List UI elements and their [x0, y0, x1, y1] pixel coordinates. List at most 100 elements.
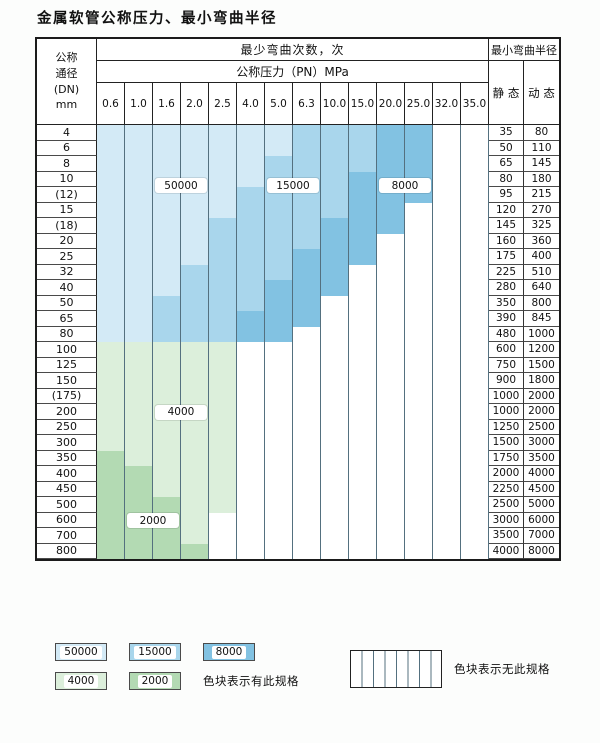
- static-radius-value: 160: [489, 233, 524, 249]
- chart-cell: [349, 140, 377, 156]
- dn-value: 20: [37, 233, 97, 249]
- chart-cell: [377, 280, 405, 296]
- chart-cell: [237, 388, 265, 404]
- chart-cell: [209, 528, 237, 544]
- chart-cell: [349, 342, 377, 358]
- chart-cell: [293, 280, 321, 296]
- chart-cell: [293, 450, 321, 466]
- chart-cell: [209, 125, 237, 141]
- chart-cell: [377, 295, 405, 311]
- dynamic-radius-value: 2000: [524, 404, 559, 420]
- chart-cell: [237, 125, 265, 141]
- chart-cell: [293, 481, 321, 497]
- chart-cell: [265, 373, 293, 389]
- legend-row-available-green: 4000 2000 色块表示有此规格: [55, 672, 299, 690]
- pressure-tick-1.0: 1.0: [125, 83, 153, 125]
- chart-cell: [265, 466, 293, 482]
- dynamic-radius-value: 1500: [524, 357, 559, 373]
- chart-cell: [237, 187, 265, 203]
- chart-cell: [433, 125, 461, 141]
- dn-header-line: mm: [55, 98, 78, 112]
- chart-cell: [153, 311, 181, 327]
- chart-cell: [405, 404, 433, 420]
- chart-cell: [153, 373, 181, 389]
- dynamic-radius-value: 80: [524, 125, 559, 141]
- chart-cell: [405, 481, 433, 497]
- chart-cell: [461, 497, 489, 513]
- chart-cell: [97, 419, 125, 435]
- chart-cell: [125, 357, 153, 373]
- chart-cell: [125, 140, 153, 156]
- chart-cell: [181, 326, 209, 342]
- chart-cell: [349, 202, 377, 218]
- chart-cell: [209, 419, 237, 435]
- dynamic-radius-value: 6000: [524, 512, 559, 528]
- chart-cell: [97, 171, 125, 187]
- static-radius-value: 2500: [489, 497, 524, 513]
- chart-cell: [461, 125, 489, 141]
- static-radius-value: 350: [489, 295, 524, 311]
- chart-cell: [293, 249, 321, 265]
- chart-cell: [237, 528, 265, 544]
- chart-cell: [405, 156, 433, 172]
- chart-cell: [125, 280, 153, 296]
- chart-cell: [209, 481, 237, 497]
- dynamic-radius-value: 360: [524, 233, 559, 249]
- chart-cell: [125, 342, 153, 358]
- chart-cell: [405, 466, 433, 482]
- chart-cell: [377, 528, 405, 544]
- chart-cell: [433, 326, 461, 342]
- chart-cell: [125, 450, 153, 466]
- table-header: 公称 通径 (DN) mm 最少弯曲次数，次 最小弯曲半径 公称压力（PN）MP…: [37, 39, 559, 125]
- dn-value: 350: [37, 450, 97, 466]
- chart-cell: [265, 125, 293, 141]
- chart-cell: [461, 357, 489, 373]
- dn-value: 300: [37, 435, 97, 451]
- dn-value: 10: [37, 171, 97, 187]
- chart-cell: [265, 450, 293, 466]
- chart-cell: [377, 450, 405, 466]
- chart-cell: [265, 435, 293, 451]
- chart-cell: [321, 249, 349, 265]
- legend-swatch-8000: 8000: [203, 643, 255, 661]
- chart-cell: [237, 311, 265, 327]
- chart-cell: [153, 388, 181, 404]
- chart-cell: [181, 342, 209, 358]
- chart-cell: [97, 249, 125, 265]
- chart-cell: [405, 373, 433, 389]
- chart-cell: [97, 435, 125, 451]
- hatched-swatch: [350, 650, 442, 688]
- pressure-tick-25.0: 25.0: [405, 83, 433, 125]
- chart-cell: [209, 450, 237, 466]
- chart-cell: [321, 450, 349, 466]
- legend-swatch-15000: 15000: [129, 643, 181, 661]
- chart-cell: [461, 435, 489, 451]
- static-radius-value: 65: [489, 156, 524, 172]
- chart-cell: [293, 357, 321, 373]
- dynamic-radius-value: 1800: [524, 373, 559, 389]
- chart-cell: [321, 466, 349, 482]
- chart-cell: [181, 140, 209, 156]
- chart-cell: [321, 497, 349, 513]
- chart-cell: [237, 264, 265, 280]
- chart-cell: [433, 280, 461, 296]
- chart-cell: [125, 466, 153, 482]
- chart-cell: [181, 419, 209, 435]
- chart-cell: [181, 264, 209, 280]
- legend-swatch-2000: 2000: [129, 672, 181, 690]
- chart-cell: [265, 280, 293, 296]
- chart-cell: [265, 419, 293, 435]
- chart-cell: [153, 357, 181, 373]
- chart-cell: [461, 156, 489, 172]
- dynamic-radius-value: 510: [524, 264, 559, 280]
- chart-cell: [377, 125, 405, 141]
- chart-cell: [97, 280, 125, 296]
- chart-cell: [433, 466, 461, 482]
- chart-cell: [461, 202, 489, 218]
- chart-cell: [181, 373, 209, 389]
- chart-cell: [237, 404, 265, 420]
- chart-cell: [321, 481, 349, 497]
- chart-cell: [349, 264, 377, 280]
- chart-cell: [237, 326, 265, 342]
- chart-zone-label: 50000: [155, 178, 207, 194]
